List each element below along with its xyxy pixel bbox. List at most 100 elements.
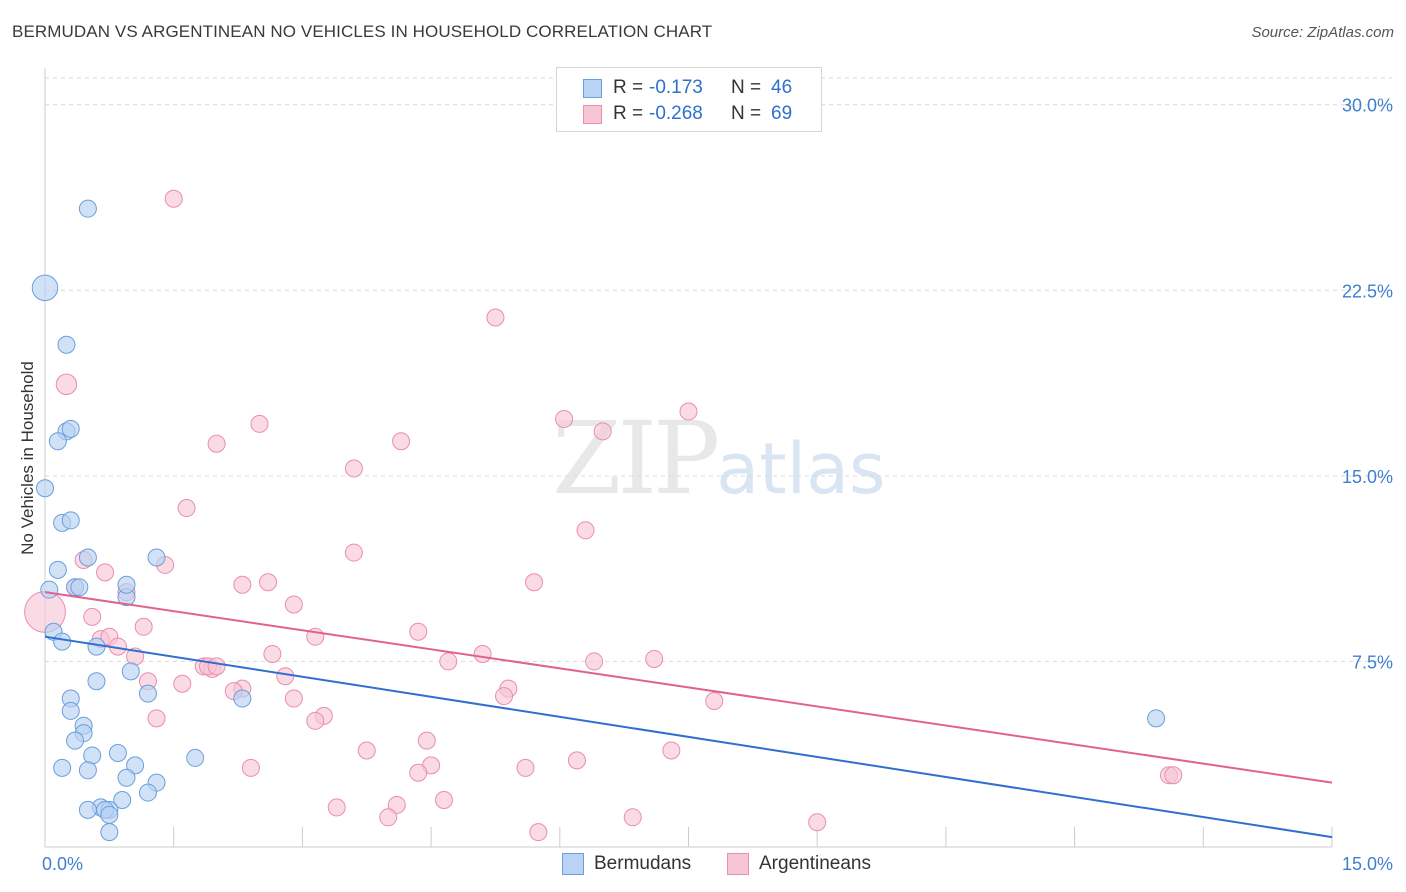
legend-r-label: R =	[613, 77, 644, 98]
argentineans-trend-line	[44, 591, 1333, 784]
axis-layer	[44, 68, 1333, 848]
legend-r-value: -0.173	[649, 77, 703, 98]
legend-n-label: N =	[731, 103, 762, 124]
legend-r-label: R =	[613, 103, 644, 124]
bermudan-point	[57, 335, 76, 354]
argentinean-point	[576, 521, 595, 540]
argentinean-point	[55, 373, 78, 396]
argentinean-point	[808, 813, 827, 832]
grid-layer	[45, 77, 1392, 662]
argentinean-point	[207, 657, 226, 676]
argentinean-point	[284, 689, 303, 708]
argentinean-point	[241, 758, 260, 777]
tick-labels: 7.5% 15.0% 22.5% 30.0% 0.0% 15.0%	[42, 96, 1393, 874]
argentinean-point	[1164, 766, 1183, 785]
argentinean-point	[645, 649, 664, 668]
x-tick-label: 15.0%	[1342, 854, 1393, 874]
bermudan-point	[138, 783, 157, 802]
bottom-legend-label-argentineans: Argentineans	[759, 853, 871, 874]
bottom-legend-swatch-bermudans	[562, 853, 584, 875]
y-tick-label: 22.5%	[1342, 281, 1393, 301]
argentinean-point	[263, 645, 282, 664]
argentinean-point	[439, 652, 458, 671]
bermudan-point	[233, 689, 252, 708]
bermudan-point	[48, 432, 67, 451]
bottom-legend-label-bermudans: Bermudans	[594, 853, 692, 874]
argentinean-point	[173, 674, 192, 693]
argentinean-point	[409, 622, 428, 641]
argentinean-point	[516, 758, 535, 777]
argentinean-point	[593, 422, 612, 441]
argentinean-point	[555, 409, 574, 428]
legend-swatch-argentineans	[583, 105, 602, 124]
y-tick-label: 30.0%	[1342, 96, 1393, 116]
argentinean-point	[306, 711, 325, 730]
argentinean-point	[486, 308, 505, 327]
bermudan-point	[36, 479, 54, 498]
bermudan-point	[100, 805, 119, 824]
argentinean-point	[276, 667, 295, 686]
bermudan-point	[78, 548, 97, 567]
trend-lines	[44, 591, 1333, 839]
x-tick-label: 0.0%	[42, 854, 83, 874]
y-tick-label: 7.5%	[1352, 652, 1393, 672]
bermudan-point	[100, 823, 119, 842]
argentinean-point	[529, 823, 548, 842]
argentinean-point	[434, 790, 453, 809]
argentinean-point	[357, 741, 376, 760]
bermudan-point	[121, 662, 140, 681]
argentinean-point	[662, 741, 681, 760]
bermudan-point	[117, 575, 136, 594]
argentinean-point	[525, 573, 544, 592]
legend-n-label: N =	[731, 77, 762, 98]
legend-n-value: 69	[771, 103, 793, 124]
bottom-legend-swatch-argentineans	[727, 853, 749, 875]
argentinean-point	[327, 798, 346, 817]
bermudan-point	[78, 199, 97, 218]
bermudan-point	[66, 731, 85, 750]
argentinean-point	[623, 808, 642, 827]
y-axis-label: No Vehicles in Household	[18, 361, 37, 555]
bermudan-point	[87, 672, 106, 691]
argentinean-point	[164, 189, 183, 208]
chart-title: BERMUDAN VS ARGENTINEAN NO VEHICLES IN H…	[12, 22, 713, 41]
bermudan-point	[147, 548, 166, 567]
bermudans-points	[31, 199, 1166, 842]
bermudan-point	[53, 632, 72, 651]
bermudan-point	[53, 758, 72, 777]
bermudan-point	[113, 790, 132, 809]
argentinean-point	[495, 687, 514, 706]
legend-r-value: -0.268	[649, 103, 703, 124]
argentinean-point	[379, 808, 398, 827]
bermudan-point	[61, 419, 80, 438]
argentinean-point	[567, 751, 586, 770]
argentinean-point	[233, 575, 252, 594]
argentinean-point	[207, 434, 226, 453]
bermudan-point	[138, 684, 157, 703]
bermudan-point	[48, 560, 67, 579]
argentinean-point	[259, 573, 278, 592]
bermudan-point	[31, 274, 59, 302]
y-tick-label: 15.0%	[1342, 467, 1393, 487]
argentinean-point	[147, 709, 166, 728]
bermudan-point	[108, 743, 127, 762]
argentinean-point	[417, 731, 436, 750]
argentinean-point	[96, 563, 115, 582]
bermudan-point	[78, 800, 97, 819]
correlation-legend: R = -0.173 N = 46 R = -0.268 N = 69	[556, 67, 822, 132]
argentinean-point	[83, 607, 102, 626]
legend-n-value: 46	[771, 77, 793, 98]
argentinean-point	[679, 402, 698, 421]
bermudan-point	[83, 746, 102, 765]
bermudan-point	[1147, 709, 1166, 728]
argentinean-point	[134, 617, 153, 636]
bermudans-trend-line	[44, 635, 1333, 839]
argentinean-point	[284, 595, 303, 614]
argentinean-point	[705, 692, 724, 711]
argentinean-point	[344, 543, 363, 562]
argentinean-point	[409, 763, 428, 782]
argentinean-point	[473, 645, 492, 664]
argentinean-point	[387, 795, 406, 814]
argentinean-point	[250, 414, 269, 433]
